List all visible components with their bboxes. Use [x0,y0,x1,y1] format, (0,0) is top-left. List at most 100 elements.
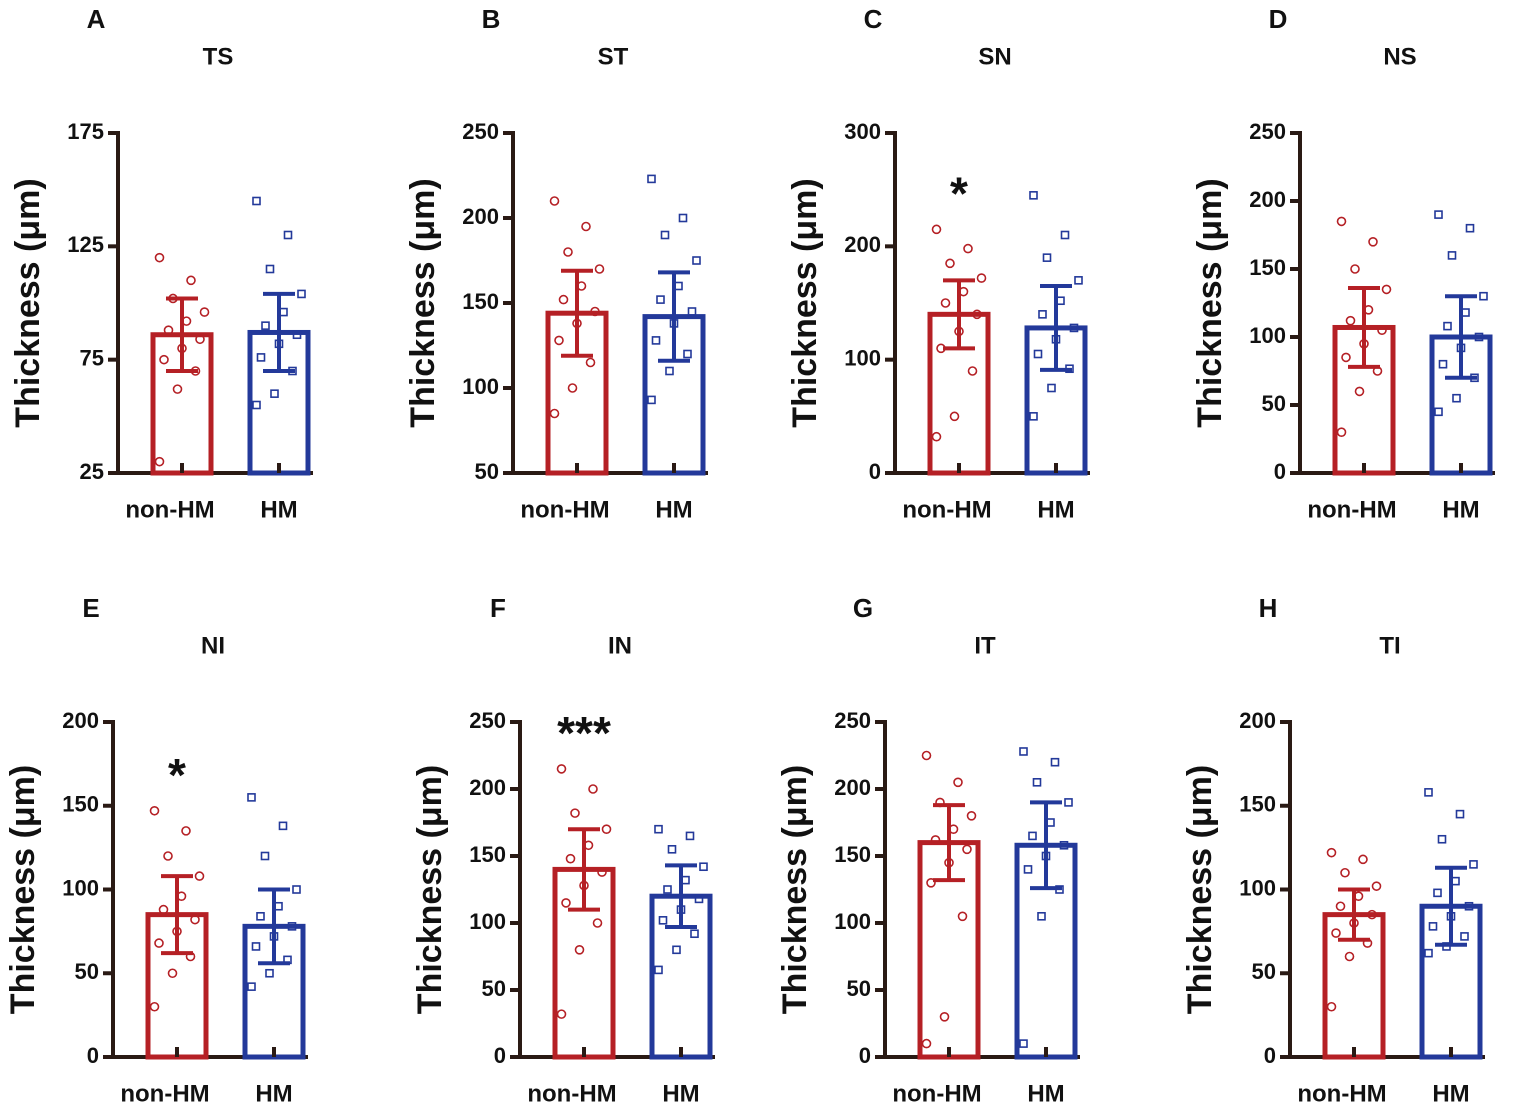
data-point [1345,315,1356,326]
data-point [1037,911,1046,921]
y-tick-label: 150 [469,842,506,867]
data-point [1434,210,1443,219]
data-point [1336,216,1347,227]
data-point [963,243,973,254]
significance: * [168,749,186,801]
data-point [1046,818,1055,827]
data-point [1381,284,1392,295]
data-point [247,793,256,802]
data-point [1461,308,1470,317]
data-point [966,810,977,821]
data-point [601,824,612,835]
y-tick-label: 200 [844,232,881,257]
data-point [195,334,205,345]
panel-label: G [853,593,873,623]
y-tick-label: 100 [1239,875,1276,900]
data-point [1047,383,1056,393]
data-point [260,851,270,861]
data-point [190,914,200,925]
x-tick-label: HM [662,1080,699,1107]
data-point [590,306,600,317]
data-point [1032,777,1042,787]
y-axis-label: Thickness (μm) [1181,765,1219,1014]
y-tick-label: 0 [494,1043,506,1068]
data-point [1340,867,1350,878]
data-point [656,295,665,304]
x-tick-label: non-HM [125,496,214,523]
data-point [1460,932,1469,941]
y-tick-label: 100 [62,875,99,900]
y-tick-label: 25 [80,459,104,484]
data-point [594,264,605,274]
data-point [154,252,165,263]
data-point [1371,881,1382,891]
data-point [1059,840,1069,850]
data-point [660,230,670,240]
data-point [1433,888,1442,898]
x-tick-label: non-HM [120,1080,209,1107]
data-point [1474,332,1484,342]
y-tick-label: 100 [462,374,499,399]
data-point [694,894,704,904]
data-point [1050,757,1060,767]
data-point [692,256,701,265]
significance: * [950,167,968,219]
data-point [1335,901,1346,912]
data-point [163,325,174,336]
y-tick-label: 0 [859,1043,871,1068]
y-tick-label: 200 [62,708,99,733]
data-point [1434,407,1443,417]
x-tick-label: HM [255,1080,292,1107]
data-point [556,764,567,774]
panel-label: B [482,4,501,34]
data-point [1023,865,1033,874]
data-point [957,911,968,922]
data-point [1341,352,1351,363]
y-tick-label: 250 [834,708,871,733]
data-point [926,877,936,888]
y-axis-label: Thickness (μm) [4,765,42,1014]
data-point [940,298,951,308]
data-point [199,307,210,317]
data-point [921,1038,932,1049]
panel-label: H [1259,593,1278,623]
data-point [1424,788,1433,797]
data-point [1326,1001,1337,1012]
y-tick-label: 200 [469,775,506,800]
data-point [1350,264,1360,274]
data-point [953,777,963,788]
data-point [558,294,569,305]
y-tick-label: 100 [469,909,506,934]
data-point [1336,427,1347,438]
data-point [1331,928,1341,938]
data-point [930,835,941,845]
data-point [690,929,699,939]
x-tick-label: HM [1442,496,1479,523]
significance: *** [557,707,611,759]
x-tick-label: HM [1027,1080,1064,1107]
data-point [163,851,173,861]
y-tick-label: 50 [75,959,99,984]
data-point [265,968,274,978]
data-point [251,942,261,951]
panel-label: A [87,4,106,34]
data-point [194,871,205,881]
data-point [931,224,942,235]
data-point [967,366,978,376]
data-point [687,307,697,316]
y-tick-label: 250 [469,708,506,733]
data-point [181,826,191,836]
y-tick-label: 100 [1249,323,1286,348]
data-point [962,844,972,855]
y-axis-label: Thickness (μm) [776,765,814,1014]
panel-title: NI [201,632,225,659]
data-point [265,264,275,274]
data-point [1064,798,1073,807]
data-point [1354,386,1365,397]
data-point [270,389,279,398]
data-point [1056,296,1065,306]
data-point [1074,276,1083,285]
y-tick-label: 250 [1249,119,1286,144]
data-point [1368,237,1378,247]
y-tick-label: 200 [1239,708,1276,733]
